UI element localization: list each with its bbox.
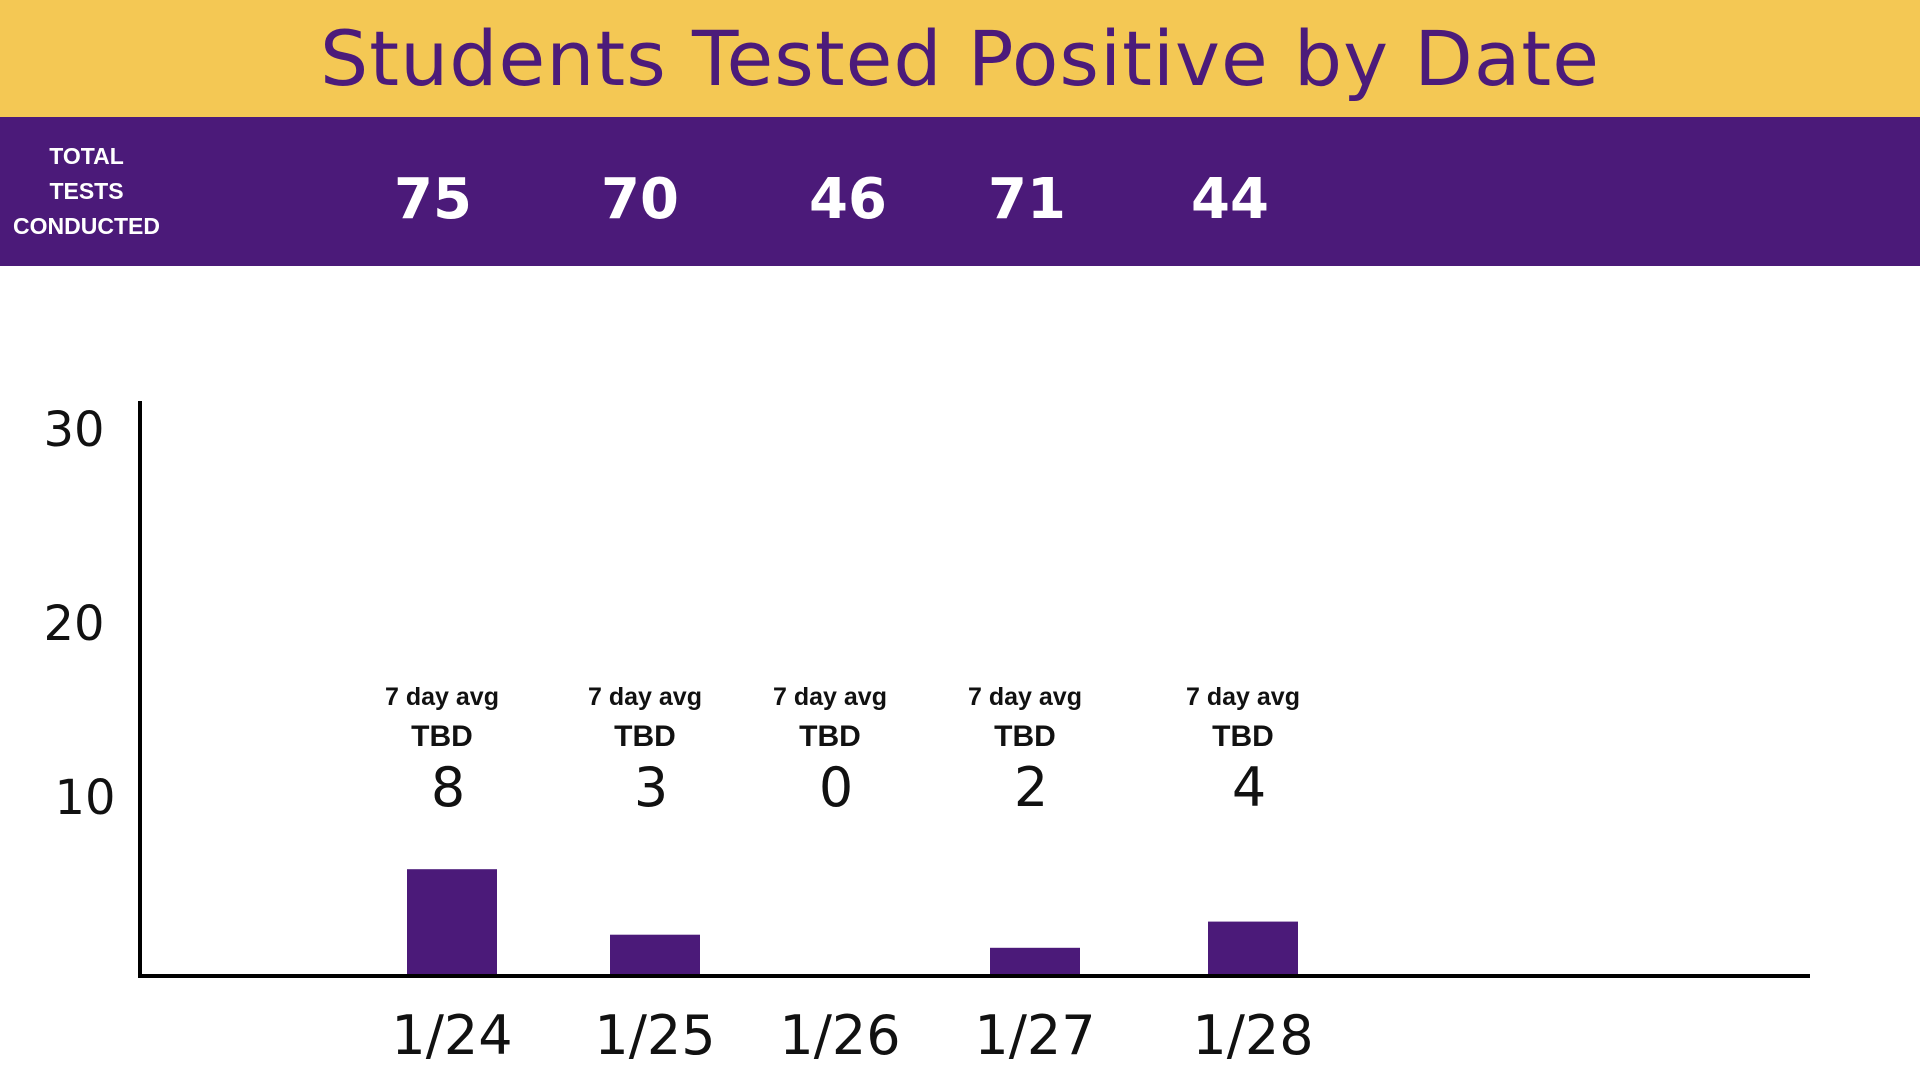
total-tests-value: 70 [601, 167, 679, 232]
seven-day-avg-label: 7 day avg [1186, 683, 1300, 711]
x-tick-label: 1/27 [974, 1004, 1095, 1067]
x-tick-label: 1/26 [779, 1004, 900, 1067]
total-tests-label-line: TESTS [49, 178, 124, 204]
total-tests-label-line: TOTAL [49, 143, 124, 169]
bar [1208, 921, 1298, 974]
x-tick-label: 1/28 [1192, 1004, 1313, 1067]
bar-value-label: 2 [1014, 756, 1048, 819]
y-tick-label: 30 [43, 402, 104, 458]
page-title: Students Tested Positive by Date [320, 14, 1600, 103]
x-tick-label: 1/24 [391, 1004, 512, 1067]
seven-day-avg-value: TBD [994, 720, 1056, 753]
bar [610, 934, 700, 974]
bar-value-label: 0 [819, 756, 853, 819]
total-tests-value: 44 [1191, 167, 1269, 232]
title-band: Students Tested Positive by Date [0, 0, 1920, 117]
total-tests-value: 71 [988, 167, 1066, 232]
seven-day-avg-label: 7 day avg [385, 683, 499, 711]
total-tests-band: TOTAL TESTS CONDUCTED 75 70 46 71 44 [0, 117, 1920, 266]
bar-value-label: 8 [431, 756, 465, 819]
seven-day-avg-value: TBD [614, 720, 676, 753]
seven-day-avg-label: 7 day avg [968, 683, 1082, 711]
seven-day-avg-label: 7 day avg [588, 683, 702, 711]
bar [407, 869, 497, 974]
seven-day-avg-value: TBD [799, 720, 861, 753]
total-tests-label-line: CONDUCTED [13, 213, 160, 239]
total-tests-value: 46 [809, 167, 887, 232]
total-tests-label: TOTAL TESTS CONDUCTED [0, 139, 173, 244]
bar-value-label: 3 [634, 756, 668, 819]
bar [990, 947, 1080, 974]
bar-value-label: 4 [1232, 756, 1266, 819]
total-tests-value: 75 [394, 167, 472, 232]
seven-day-avg-label: 7 day avg [773, 683, 887, 711]
seven-day-avg-value: TBD [1212, 720, 1274, 753]
x-tick-label: 1/25 [594, 1004, 715, 1067]
y-tick-label: 20 [43, 596, 104, 652]
y-tick-label: 10 [54, 770, 115, 826]
seven-day-avg-value: TBD [411, 720, 473, 753]
